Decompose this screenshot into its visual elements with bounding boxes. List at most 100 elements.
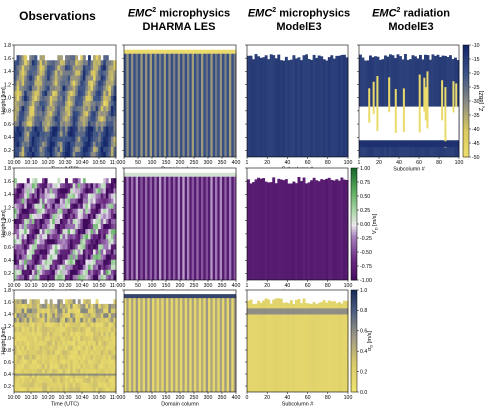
x-tick-label: 10:20 (42, 160, 55, 166)
x-tick-label: 150 (162, 160, 171, 166)
colorbar-label-unit: [m/s] (367, 331, 373, 345)
title-emc: EMC (127, 7, 153, 20)
colorbar-tick-label: -0.75 (360, 264, 372, 270)
y-tick-label: 0.8 (4, 232, 11, 238)
x-tick-label: 80 (436, 160, 442, 166)
y-tick-label: 0.2 (4, 384, 11, 390)
x-tick-label: 300 (204, 283, 213, 289)
title-line2: ModelE3 (388, 20, 434, 33)
colorbar-tick-label: 0.0 (360, 390, 367, 396)
x-tick-label: 0 (246, 395, 249, 401)
column-title-dharma-les: EMC2 microphysics DHARMA LES (118, 4, 240, 34)
y-tick-label: 0.4 (4, 258, 11, 264)
y-tick-label: 0.6 (4, 122, 11, 128)
colorbar-frame (350, 289, 358, 393)
x-tick-label: 10:00 (8, 395, 21, 401)
y-tick-label: 1.8 (4, 288, 11, 294)
colorbar-label-sub: D (369, 345, 374, 348)
panel-modele3-rad-reflectivity: 1 20 40 60 80 100 Subcolumn # (357, 44, 464, 173)
panel-obs-reflectivity: 0.20.40.60.81.01.21.41.61.810:00 10:10 10:… (1, 43, 122, 173)
y-tick-label: 1.6 (4, 300, 11, 306)
x-tick-label: 100 (148, 283, 157, 289)
x-axis-label: Domain column (161, 402, 198, 408)
colorbar-tick-label: 0.00 (360, 222, 370, 228)
colorbar-label: Ze [dBZ] (479, 90, 486, 111)
colorbar-tick-label: 0.2 (360, 369, 367, 375)
y-tick-label: 1.4 (4, 192, 11, 198)
x-tick-label: 0 (123, 160, 126, 166)
title-line2: DHARMA LES (142, 20, 216, 33)
x-tick-label: 400 (232, 395, 241, 401)
y-tick-label: 1.4 (4, 312, 11, 318)
title-line2: ModelE3 (276, 20, 322, 33)
column-title-observations: Observations (0, 10, 115, 23)
panel-obs-spectrum-width: 0.2 0.4 0.6 0.8 1.0 1.2 1.4 1.6 1.8 10:00 10:10 10:… (1, 288, 122, 408)
x-tick-label: 200 (176, 160, 185, 166)
x-tick-label: 50 (135, 283, 141, 289)
colorbar-tick-label: -15 (472, 57, 480, 63)
x-tick-label: 20 (264, 283, 270, 289)
x-tick-label: 100 (148, 395, 157, 401)
colorbar-label-main: Z (479, 107, 485, 111)
colorbar-tick-label: 0.75 (360, 180, 370, 186)
x-axis-label: Subcolumn # (282, 402, 313, 408)
panel-frame (246, 289, 349, 393)
panel-frame (358, 44, 460, 158)
x-tick-label: 10:40 (76, 283, 89, 289)
colorbar-tick-label: -30 (472, 99, 480, 105)
colorbar-tick-label: -0.50 (360, 250, 372, 256)
panel-frame (246, 167, 349, 281)
colorbar-tick-label: -25 (472, 85, 480, 91)
panel-frame (246, 44, 349, 158)
x-tick-label: 400 (232, 283, 241, 289)
column-title-modele3-microphysics: EMC2 microphysics ModelE3 (243, 4, 355, 34)
colorbar-tick-label: -50 (472, 155, 480, 161)
x-tick-label: 250 (190, 283, 199, 289)
x-tick-label: 10:40 (76, 395, 89, 401)
x-tick-label: 0 (123, 395, 126, 401)
colorbar-label: σD [m/s] (367, 331, 374, 351)
x-tick-label: 300 (204, 160, 213, 166)
y-tick-label: 1.6 (4, 56, 11, 62)
x-tick-label: 10:30 (59, 395, 72, 401)
x-tick-label: 10:00 (8, 283, 21, 289)
x-tick-label: 80 (325, 283, 331, 289)
y-axis-label: Height [km] (1, 210, 7, 238)
y-tick-label: 1.2 (4, 324, 11, 330)
x-tick-label: 50 (135, 160, 141, 166)
x-tick-label: 200 (176, 395, 185, 401)
x-tick-label: 200 (176, 283, 185, 289)
x-tick-label: 1 (358, 160, 361, 166)
x-tick-label: 10:30 (59, 283, 72, 289)
panel-image (124, 172, 237, 280)
panel-image (14, 178, 117, 281)
x-tick-label: 20 (376, 160, 382, 166)
x-tick-label: 250 (190, 395, 199, 401)
x-tick-label: 100 (455, 160, 464, 166)
y-tick-label: 0.8 (4, 348, 11, 354)
colorbar-tick-label: -45 (472, 141, 480, 147)
panel-dharma-spectrum-width: 0 50 100 150 200 250 300 350 400 Domain column (122, 289, 241, 408)
x-tick-label: 100 (148, 160, 157, 166)
x-tick-label: 10:10 (25, 395, 38, 401)
x-tick-label: 60 (305, 160, 311, 166)
title-emc: EMC (372, 7, 397, 20)
y-tick-label: 0.8 (4, 109, 11, 115)
x-tick-label: 10:10 (25, 160, 38, 166)
y-tick-label: 0.6 (4, 360, 11, 366)
x-tick-label: 40 (396, 160, 402, 166)
x-tick-label: 1 (246, 283, 249, 289)
x-tick-label: 150 (162, 283, 171, 289)
x-tick-label: 350 (218, 395, 227, 401)
x-tick-label: 10:00 (8, 160, 21, 166)
column-title-modele3-radiation: EMC2 radiation ModelE3 (356, 4, 466, 34)
colorbar-tick-label: 0.6 (360, 329, 367, 335)
x-tick-label: 40 (285, 160, 291, 166)
colorbar-tick-label: 1.0 (360, 288, 367, 294)
x-tick-label: 60 (416, 160, 422, 166)
y-tick-label: 1.0 (4, 219, 11, 225)
x-tick-label: 10:50 (93, 160, 106, 166)
x-tick-label: 100 (344, 395, 353, 401)
